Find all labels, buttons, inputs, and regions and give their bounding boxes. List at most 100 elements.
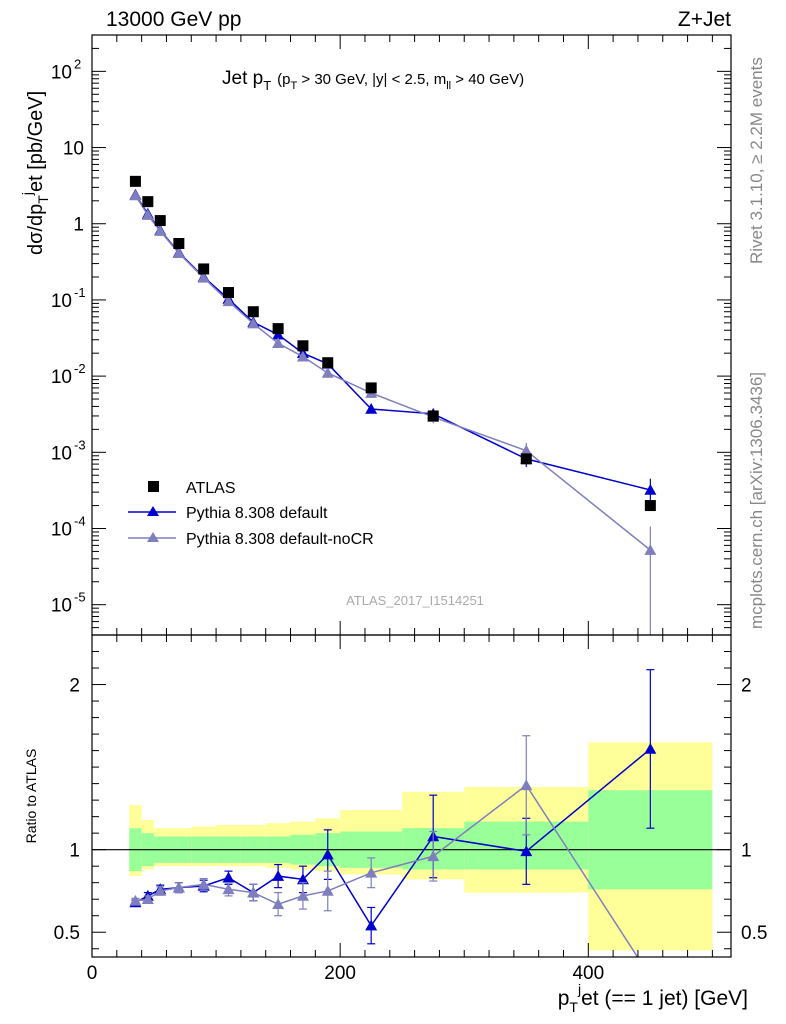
ratio-y-tick-label: 1 <box>69 841 80 862</box>
main-marker-nocr <box>296 350 309 362</box>
legend-label-atlas: ATLAS <box>186 480 236 497</box>
main-marker-nocr <box>172 247 185 259</box>
legend-label-nocr: Pythia 8.308 default-noCR <box>186 531 374 548</box>
legend-marker-default <box>147 506 159 516</box>
header-left: 13000 GeV pp <box>106 8 241 31</box>
title-cut-b: > 30 GeV, |y| < 2.5, m <box>297 71 446 88</box>
main-line-default <box>134 194 651 491</box>
main-marker-nocr <box>197 271 210 283</box>
main-y-label-b: et [pb/GeV] <box>25 91 47 192</box>
main-marker-atlas <box>198 263 210 275</box>
main-marker-nocr <box>321 366 334 378</box>
ratio-marker-nocr <box>321 884 334 896</box>
main-marker-atlas <box>365 382 377 394</box>
ratio-y-tick-label-right: 2 <box>741 676 752 697</box>
ratio-marker-default <box>365 919 378 931</box>
main-marker-atlas <box>427 410 439 422</box>
legend-label-default: Pythia 8.308 default <box>186 505 328 522</box>
main-marker-nocr <box>247 317 260 329</box>
title-cut-a: (p <box>277 71 290 88</box>
main-y-tick-label: 10 <box>51 519 72 540</box>
ratio-marker-nocr <box>141 893 154 905</box>
ratio-y-tick-label: 2 <box>69 676 80 697</box>
main-y-tick-exponent: -3 <box>74 437 86 452</box>
ratio-axes: 0 200 400 0.5 0.5 1 1 2 2 <box>54 634 767 984</box>
x-tick-label: 400 <box>572 963 604 984</box>
ratio-marker-nocr <box>272 898 285 909</box>
ratio-marker-default <box>272 870 285 881</box>
title-cut-c: > 40 GeV) <box>451 71 524 88</box>
ratio-y-label: Ratio to ATLAS <box>23 749 39 844</box>
main-marker-atlas <box>520 453 532 465</box>
main-marker-atlas <box>129 175 141 187</box>
ratio-marker-nocr <box>222 883 235 895</box>
rivet-label: Rivet 3.1.10, ≥ 2.2M events <box>747 57 766 264</box>
main-marker-nocr <box>272 337 285 349</box>
main-y-tick-label: 10 <box>51 367 72 388</box>
ratio-marker-nocr <box>520 779 533 791</box>
header-right: Z+Jet <box>678 8 731 31</box>
ratio-marker-nocr <box>365 866 378 878</box>
ratio-marker-default <box>321 848 334 860</box>
main-marker-atlas <box>272 323 284 335</box>
main-y-label-sub: T <box>35 195 51 204</box>
legend: ATLAS Pythia 8.308 default Pythia 8.308 … <box>128 480 374 548</box>
x-label-b: et (== 1 jet) [GeV] <box>581 987 748 1010</box>
ratio-y-tick-label: 0.5 <box>54 923 80 944</box>
ratio-marker-nocr <box>129 894 142 906</box>
main-marker-default <box>644 484 657 495</box>
main-marker-nocr <box>129 189 142 201</box>
main-marker-atlas <box>322 357 334 369</box>
main-y-tick-exponent: -4 <box>74 513 86 528</box>
ratio-plot-content <box>92 669 731 957</box>
x-tick-label: 200 <box>324 963 356 984</box>
main-y-label-sup: j <box>19 192 35 196</box>
x-tick-label: 0 <box>87 963 98 984</box>
main-y-tick-label: 10 <box>51 291 72 312</box>
main-marker-atlas <box>173 238 185 250</box>
main-marker-atlas <box>222 287 234 299</box>
main-y-tick-label: 1 <box>73 215 84 236</box>
main-marker-atlas <box>154 215 166 227</box>
main-marker-atlas <box>297 340 309 352</box>
title-main-sub: T <box>263 78 271 93</box>
ratio-marker-nocr <box>197 878 210 890</box>
main-marker-nocr <box>222 295 235 307</box>
main-y-tick-label: 10 <box>63 139 84 160</box>
ratio-frame <box>91 634 732 958</box>
main-y-tick-exponent: 2 <box>74 56 81 71</box>
main-marker-nocr <box>141 209 154 220</box>
ratio-marker-nocr <box>427 850 440 862</box>
main-y-tick-label: 10 <box>51 596 72 617</box>
chart-title: Jet pT (pT > 30 GeV, |y| < 2.5, mll > 40 … <box>222 68 524 93</box>
x-label-sub: T <box>569 999 578 1015</box>
mcplots-label: mcplots.cern.ch [arXiv:1306.3436] <box>747 372 766 629</box>
ratio-y-tick-label-right: 0.5 <box>741 923 767 944</box>
main-x-ticks <box>91 35 713 635</box>
x-axis-label: pTjet (== 1 jet) [GeV] <box>558 981 748 1015</box>
analysis-id: ATLAS_2017_I1514251 <box>346 593 484 608</box>
ratio-marker-nocr <box>247 886 260 898</box>
ratio-marker-default <box>644 742 657 754</box>
main-marker-atlas <box>247 306 259 318</box>
main-y-label: dσ/dpTjet [pb/GeV] <box>19 91 51 255</box>
main-marker-default <box>365 403 378 414</box>
main-y-tick-label: 10 <box>51 62 72 83</box>
legend-marker-nocr <box>147 532 159 542</box>
title-main: Jet p <box>222 68 263 89</box>
main-y-tick-label: 10 <box>51 443 72 464</box>
ratio-panel: 0 200 400 0.5 0.5 1 1 2 2 Ratio to ATLAS <box>23 634 767 984</box>
legend-marker-atlas <box>148 481 159 492</box>
main-y-tick-exponent: -2 <box>74 361 86 376</box>
ratio-marker-nocr <box>154 884 167 896</box>
main-marker-atlas <box>644 500 656 512</box>
ratio-marker-nocr <box>172 881 185 893</box>
title-cut-a-sub: T <box>291 80 298 92</box>
main-marker-nocr <box>644 544 657 555</box>
title-cut-b-sub: ll <box>446 80 451 92</box>
x-label-sup: j <box>577 981 581 997</box>
ratio-marker-default <box>520 845 533 857</box>
